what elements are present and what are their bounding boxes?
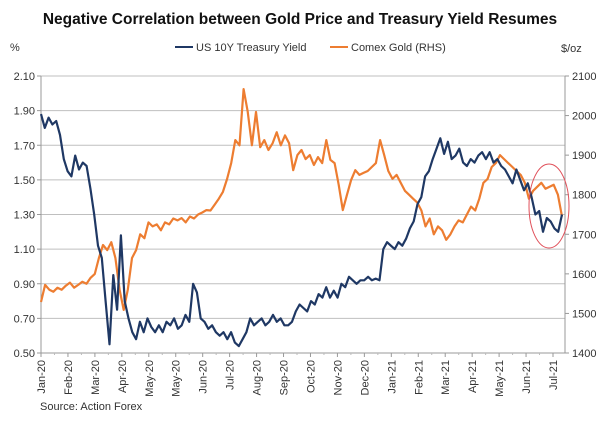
annotation-layer [528, 163, 570, 249]
left-tick-label: 2.10 [14, 71, 35, 83]
x-axis-ticks: Jan-20 Feb-20 Mar-20 Apr-20 May-20 May-20 Jun-… [36, 353, 560, 397]
highlight-ellipse [528, 163, 570, 249]
right-tick-label: 1600 [572, 269, 596, 281]
right-tick-label: 1400 [572, 348, 596, 360]
gridlines [41, 75, 565, 354]
left-tick-label: 0.50 [14, 348, 35, 360]
right-tick-label: 1800 [572, 190, 596, 202]
left-tick-label: 1.10 [14, 244, 35, 256]
right-tick-label: 1700 [572, 229, 596, 241]
left-tick-label: 0.90 [14, 279, 35, 291]
left-tick-label: 1.70 [14, 140, 35, 152]
right-tick-label: 2000 [572, 111, 596, 123]
x-tick-label: Aug-20 [252, 360, 264, 395]
x-tick-label: Dec-20 [359, 360, 371, 395]
x-tick-label: Jul-21 [548, 360, 560, 390]
series-line-us-10y-yield [39, 113, 564, 348]
x-tick-label: May-21 [494, 360, 506, 397]
x-tick-label: Jan-21 [386, 360, 398, 394]
left-axis-ticks: 0.50 0.70 0.90 1.10 1.30 1.50 1.70 1.90 2.10 [14, 71, 42, 360]
x-tick-label: Apr-21 [467, 360, 479, 393]
series-line-comex-gold [39, 87, 564, 311]
source-note: Source: Action Forex [40, 401, 143, 413]
x-tick-label: Apr-20 [117, 360, 129, 393]
x-tick-label: Feb-21 [413, 360, 425, 395]
left-axis-unit: % [10, 42, 20, 54]
x-tick-label: Nov-20 [332, 360, 344, 395]
left-tick-label: 1.90 [14, 106, 35, 118]
x-tick-label: Jan-20 [36, 360, 48, 394]
legend-label-yield: US 10Y Treasury Yield [196, 42, 306, 54]
right-tick-label: 1900 [572, 150, 596, 162]
right-tick-label: 1500 [572, 308, 596, 320]
right-tick-label: 2100 [572, 71, 596, 83]
left-tick-label: 0.70 [14, 313, 35, 325]
x-tick-label: Jun-21 [521, 360, 533, 394]
right-axis-ticks: 1400 1500 1600 1700 1800 1900 2000 2100 [564, 71, 596, 360]
legend-label-gold: Comex Gold (RHS) [351, 42, 446, 54]
x-tick-label: Feb-20 [63, 360, 75, 395]
left-tick-label: 1.50 [14, 175, 35, 187]
x-tick-label: Jul-20 [225, 360, 237, 390]
left-tick-label: 1.30 [14, 210, 35, 222]
legend: US 10Y Treasury Yield Comex Gold (RHS) [175, 42, 446, 54]
series-layer [39, 87, 564, 348]
chart-title: Negative Correlation between Gold Price … [43, 11, 557, 28]
x-tick-label: Mar-20 [90, 360, 102, 395]
x-tick-label: Oct-20 [305, 360, 317, 393]
x-tick-label: Mar-21 [440, 360, 452, 395]
x-tick-label: Jun-20 [198, 360, 210, 394]
right-axis-unit: $/oz [561, 43, 582, 55]
x-tick-label: May-20 [171, 360, 183, 397]
x-tick-label: Sep-20 [279, 360, 291, 395]
x-tick-label: May-20 [144, 360, 156, 397]
